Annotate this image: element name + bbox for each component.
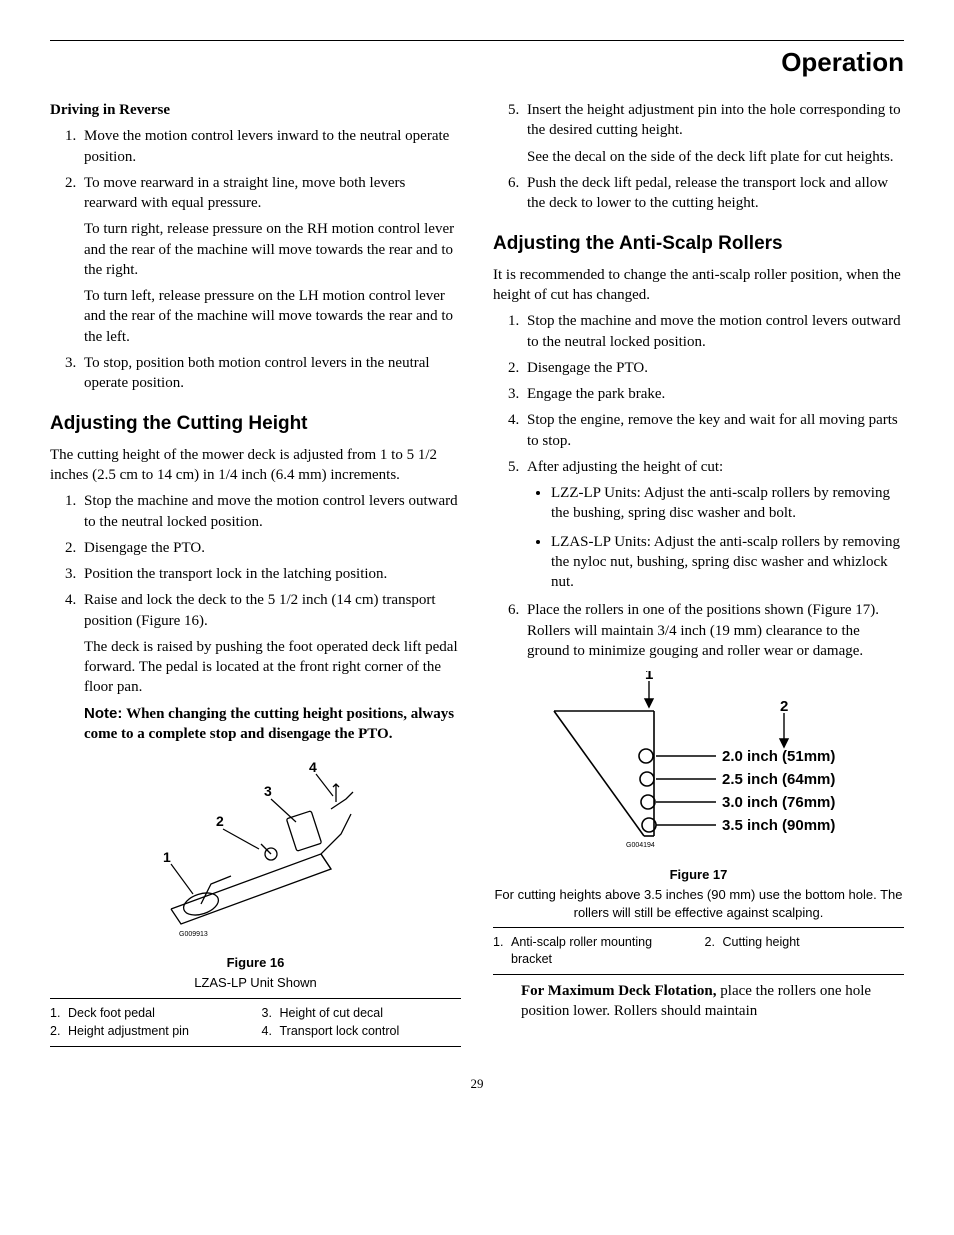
scalp-item-2: Disengage the PTO. [523, 358, 904, 378]
fig16-leg-4: 4.Transport lock control [262, 1023, 462, 1040]
fig17-rule-top [493, 927, 904, 928]
fig16-callout-1: 1 [163, 849, 171, 865]
scalp-item-4: Stop the engine, remove the key and wait… [523, 410, 904, 451]
fig17-row-3: 3.5 inch (90mm) [722, 817, 835, 834]
scalp-heading: Adjusting the Anti-Scalp Rollers [493, 231, 904, 257]
cutting-item-5: Insert the height adjustment pin into th… [523, 100, 904, 167]
reverse-heading: Driving in Reverse [50, 100, 461, 120]
fig17-code: G004194 [626, 842, 655, 849]
scalp-item-1: Stop the machine and move the motion con… [523, 311, 904, 352]
header-rule [50, 40, 904, 41]
reverse-item-2: To move rearward in a straight line, mov… [80, 173, 461, 347]
fig16-rule-bot [50, 1046, 461, 1047]
scalp-list: Stop the machine and move the motion con… [493, 311, 904, 661]
reverse-item-2-p2: To turn left, release pressure on the LH… [84, 286, 461, 347]
scalp-intro: It is recommended to change the anti-sca… [493, 265, 904, 306]
fig17-label: Figure 17 [493, 866, 904, 884]
fig16-label: Figure 16 [50, 954, 461, 972]
fig17-leg-1: 1.Anti-scalp roller mounting bracket [493, 934, 693, 968]
fig16-leg-1: 1.Deck foot pedal [50, 1005, 250, 1022]
reverse-item-3: To stop, position both motion control le… [80, 353, 461, 394]
fig16-callout-3: 3 [264, 783, 272, 799]
figure-17-svg: 1 2 2.0 inch (51mm) 2.5 inch (64mm) 3.0 … [534, 671, 864, 862]
fig16-callout-4: 4 [309, 759, 317, 775]
cutting-item-5-p1: See the decal on the side of the deck li… [527, 147, 904, 167]
cutting-item-6: Push the deck lift pedal, release the tr… [523, 173, 904, 214]
fig16-code: G009913 [179, 931, 208, 938]
cutting-list-cont: Insert the height adjustment pin into th… [493, 100, 904, 213]
page-title: Operation [50, 45, 904, 80]
fig16-legend: 1.Deck foot pedal 3.Height of cut decal … [50, 1005, 461, 1041]
figure-17: 1 2 2.0 inch (51mm) 2.5 inch (64mm) 3.0 … [493, 671, 904, 975]
reverse-item-1: Move the motion control levers inward to… [80, 126, 461, 167]
fig17-row-2: 3.0 inch (76mm) [722, 794, 835, 811]
fig16-leg-2: 2.Height adjustment pin [50, 1023, 250, 1040]
fig17-leg-2: 2.Cutting height [705, 934, 905, 968]
fig16-callout-2: 2 [216, 813, 224, 829]
scalp-item-6: Place the rollers in one of the position… [523, 600, 904, 661]
note-label: Note: [84, 705, 122, 722]
flotation-para: For Maximum Deck Flotation, place the ro… [521, 981, 904, 1022]
cutting-list: Stop the machine and move the motion con… [50, 491, 461, 744]
scalp-bullet-1: LZZ-LP Units: Adjust the anti-scalp roll… [551, 483, 904, 524]
reverse-item-2-p1: To turn right, release pressure on the R… [84, 219, 461, 280]
scalp-item-5-bullets: LZZ-LP Units: Adjust the anti-scalp roll… [527, 483, 904, 592]
scalp-item-3: Engage the park brake. [523, 384, 904, 404]
flotation-strong: For Maximum Deck Flotation, [521, 983, 717, 999]
cutting-intro: The cutting height of the mower deck is … [50, 445, 461, 486]
fig17-row-1: 2.5 inch (64mm) [722, 771, 835, 788]
page-number: 29 [50, 1075, 904, 1093]
cutting-item-4-p1: The deck is raised by pushing the foot o… [84, 637, 461, 698]
fig17-legend: 1.Anti-scalp roller mounting bracket 2.C… [493, 934, 904, 968]
fig17-callout-2: 2 [780, 698, 788, 715]
fig16-rule-top [50, 998, 461, 999]
content-columns: Driving in Reverse Move the motion contr… [50, 100, 904, 1047]
figure-16: 1 2 3 4 G009913 Figure 16 LZAS-LP Unit S… [50, 754, 461, 1047]
fig17-row-0: 2.0 inch (51mm) [722, 748, 835, 765]
cutting-item-3: Position the transport lock in the latch… [80, 564, 461, 584]
fig17-rule-bot [493, 974, 904, 975]
fig16-leg-3: 3.Height of cut decal [262, 1005, 462, 1022]
note-body: When changing the cutting height positio… [84, 706, 454, 742]
cutting-item-4: Raise and lock the deck to the 5 1/2 inc… [80, 590, 461, 744]
scalp-item-5: After adjusting the height of cut: LZZ-L… [523, 457, 904, 593]
cutting-item-2: Disengage the PTO. [80, 538, 461, 558]
reverse-list: Move the motion control levers inward to… [50, 126, 461, 393]
fig17-callout-1: 1 [645, 671, 653, 683]
scalp-bullet-2: LZAS-LP Units: Adjust the anti-scalp rol… [551, 532, 904, 593]
cutting-item-4-note: Note: When changing the cutting height p… [84, 704, 461, 745]
cutting-item-1: Stop the machine and move the motion con… [80, 491, 461, 532]
figure-16-svg: 1 2 3 4 G009913 [141, 754, 371, 950]
cutting-heading: Adjusting the Cutting Height [50, 411, 461, 437]
fig16-caption: LZAS-LP Unit Shown [50, 974, 461, 992]
fig17-caption: For cutting heights above 3.5 inches (90… [493, 886, 904, 921]
